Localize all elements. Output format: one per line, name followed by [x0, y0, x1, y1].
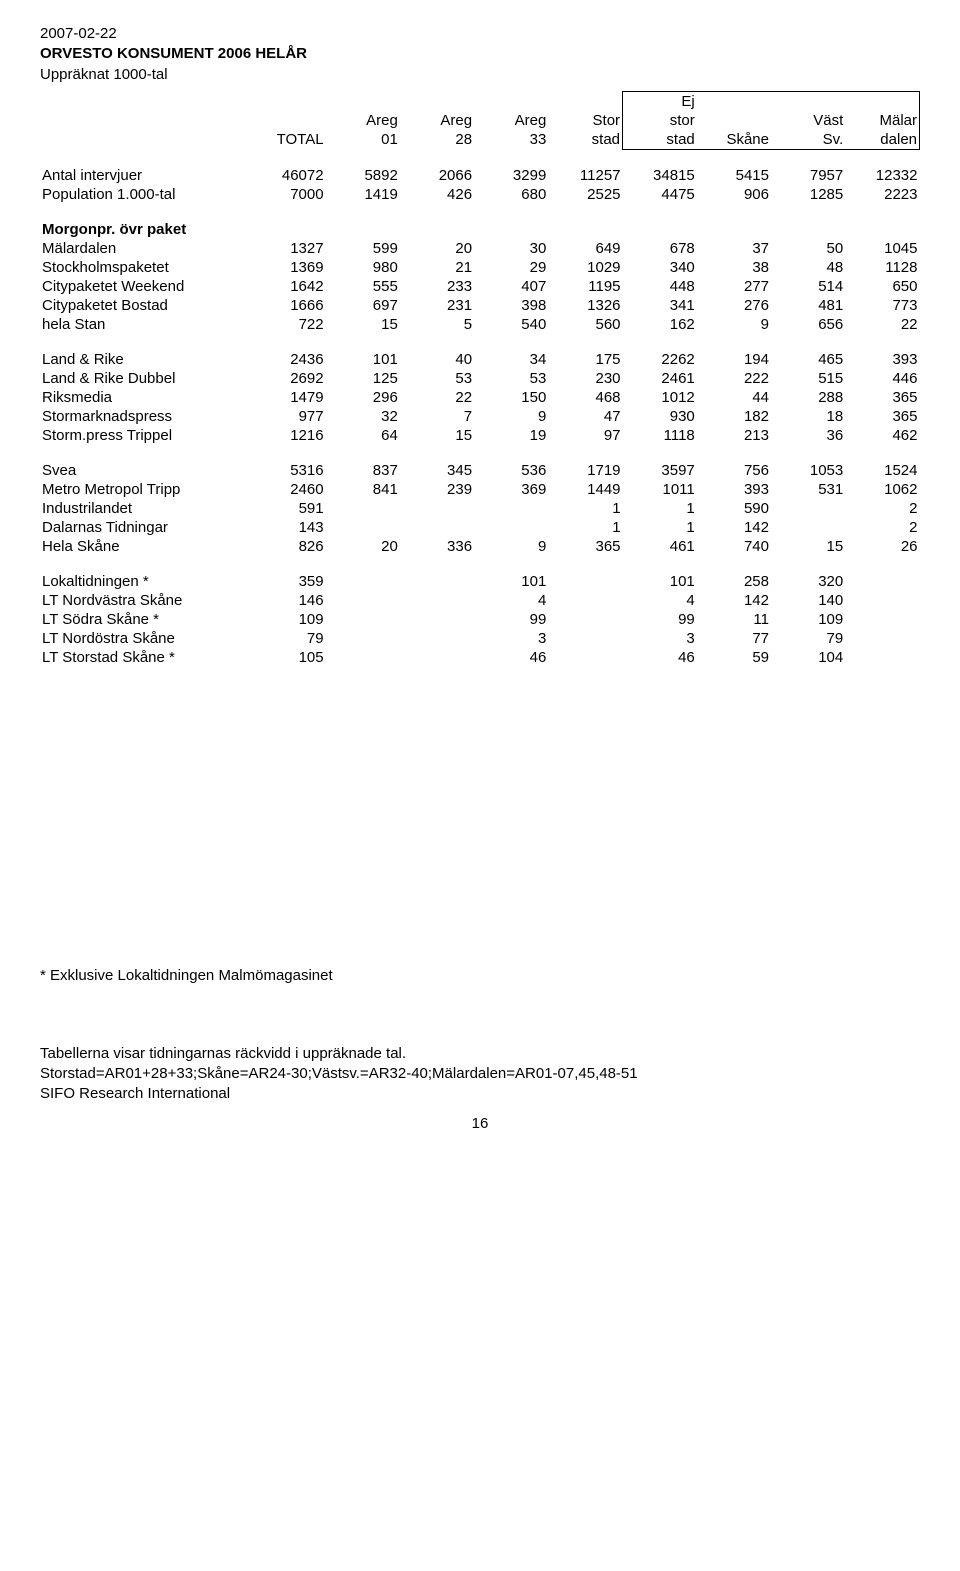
doc-date: 2007-02-22	[40, 24, 920, 44]
table-row: Metro Metropol Tripp24608412393691449101…	[40, 480, 920, 499]
table-row: hela Stan722155540560162965622	[40, 315, 920, 334]
table-row: Riksmedia147929622150468101244288365	[40, 388, 920, 407]
table-row: Stockholmspaketet13699802129102934038481…	[40, 258, 920, 277]
table-row: Svea53168373455361719359775610531524	[40, 461, 920, 480]
bottom-line-1: Tabellerna visar tidningarnas räckvidd i…	[40, 1044, 920, 1064]
table-row: Hela Skåne8262033693654617401526	[40, 537, 920, 556]
table-row: Population 1.000-tal70001419426680252544…	[40, 185, 920, 204]
table-row: Dalarnas Tidningar143111422	[40, 518, 920, 537]
bottom-line-2: Storstad=AR01+28+33;Skåne=AR24-30;Västsv…	[40, 1064, 920, 1084]
page-number: 16	[40, 1115, 920, 1132]
section-head: Morgonpr. övr paket	[40, 220, 251, 239]
table-row: Stormarknadspress97732794793018218365	[40, 407, 920, 426]
table-row: Citypaketet Weekend164255523340711954482…	[40, 277, 920, 296]
bottom-line-3: SIFO Research International	[40, 1084, 920, 1104]
table-row: LT Södra Skåne *109999911109	[40, 610, 920, 629]
doc-subtitle: Uppräknat 1000-tal	[40, 65, 920, 85]
table-row: Land & Rike243610140341752262194465393	[40, 350, 920, 369]
table-row: Land & Rike Dubbel2692125535323024612225…	[40, 369, 920, 388]
table-row: Industrilandet591115902	[40, 499, 920, 518]
table-row: Citypaketet Bostad1666697231398132634127…	[40, 296, 920, 315]
table-row: Mälardalen1327599203064967837501045	[40, 239, 920, 258]
table-row: Lokaltidningen *359101101258320	[40, 572, 920, 591]
table-row: LT Storstad Skåne *105464659104	[40, 648, 920, 667]
table-row: Storm.press Trippel121664151997111821336…	[40, 426, 920, 445]
table-row: Antal intervjuer460725892206632991125734…	[40, 166, 920, 185]
table-row: LT Nordvästra Skåne14644142140	[40, 591, 920, 610]
data-table: EjAregAregAregStorstorVästMälarTOTAL0128…	[40, 91, 920, 667]
table-row: LT Nordöstra Skåne79337779	[40, 629, 920, 648]
doc-title: ORVESTO KONSUMENT 2006 HELÅR	[40, 44, 920, 64]
footnote: * Exklusive Lokaltidningen Malmömagasine…	[40, 967, 920, 984]
bottom-notes: Tabellerna visar tidningarnas räckvidd i…	[40, 1044, 920, 1105]
